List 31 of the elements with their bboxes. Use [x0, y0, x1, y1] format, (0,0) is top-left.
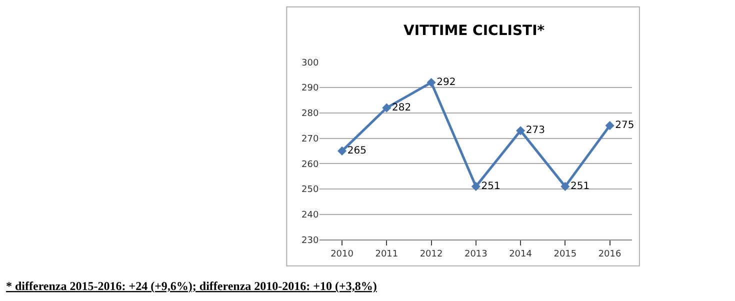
- y-tick-label: 270: [302, 134, 319, 144]
- point: [382, 103, 392, 112]
- data-label: 251: [570, 180, 590, 192]
- point: [605, 121, 614, 130]
- data-label: 251: [481, 180, 500, 192]
- y-tick-label: 240: [302, 210, 319, 220]
- x-tick-label: 2012: [420, 250, 443, 260]
- x-tick-label: 2014: [509, 250, 532, 260]
- data-label: 273: [526, 125, 546, 136]
- x-tick-label: 2013: [464, 250, 488, 260]
- y-tick-label: 260: [302, 160, 319, 170]
- y-tick-label: 280: [302, 109, 319, 120]
- data-label: 292: [436, 76, 456, 88]
- x-tick-label: 2015: [554, 250, 577, 260]
- y-tick-label: 230: [302, 236, 319, 246]
- data-label: 265: [347, 145, 367, 156]
- y-tick-label: 300: [302, 58, 319, 68]
- point: [516, 126, 526, 136]
- y-tick-label: 250: [302, 185, 319, 196]
- x-tick-label: 2010: [330, 250, 354, 260]
- point: [337, 146, 347, 156]
- x-tick-label: 2016: [598, 250, 622, 260]
- point: [426, 78, 436, 88]
- point: [560, 182, 570, 192]
- data-label: 275: [615, 120, 634, 132]
- chart-title: VITTIME CICLISTI*: [404, 23, 546, 39]
- y-tick-label: 290: [302, 84, 319, 94]
- data-label: 282: [392, 102, 412, 114]
- text: * differenza 2015-2016: +24 (+9,6%); differenza 2010-2016: +10 (+3,8%): [6, 279, 377, 293]
- point: [471, 182, 480, 192]
- x-tick-label: 2011: [375, 250, 398, 260]
